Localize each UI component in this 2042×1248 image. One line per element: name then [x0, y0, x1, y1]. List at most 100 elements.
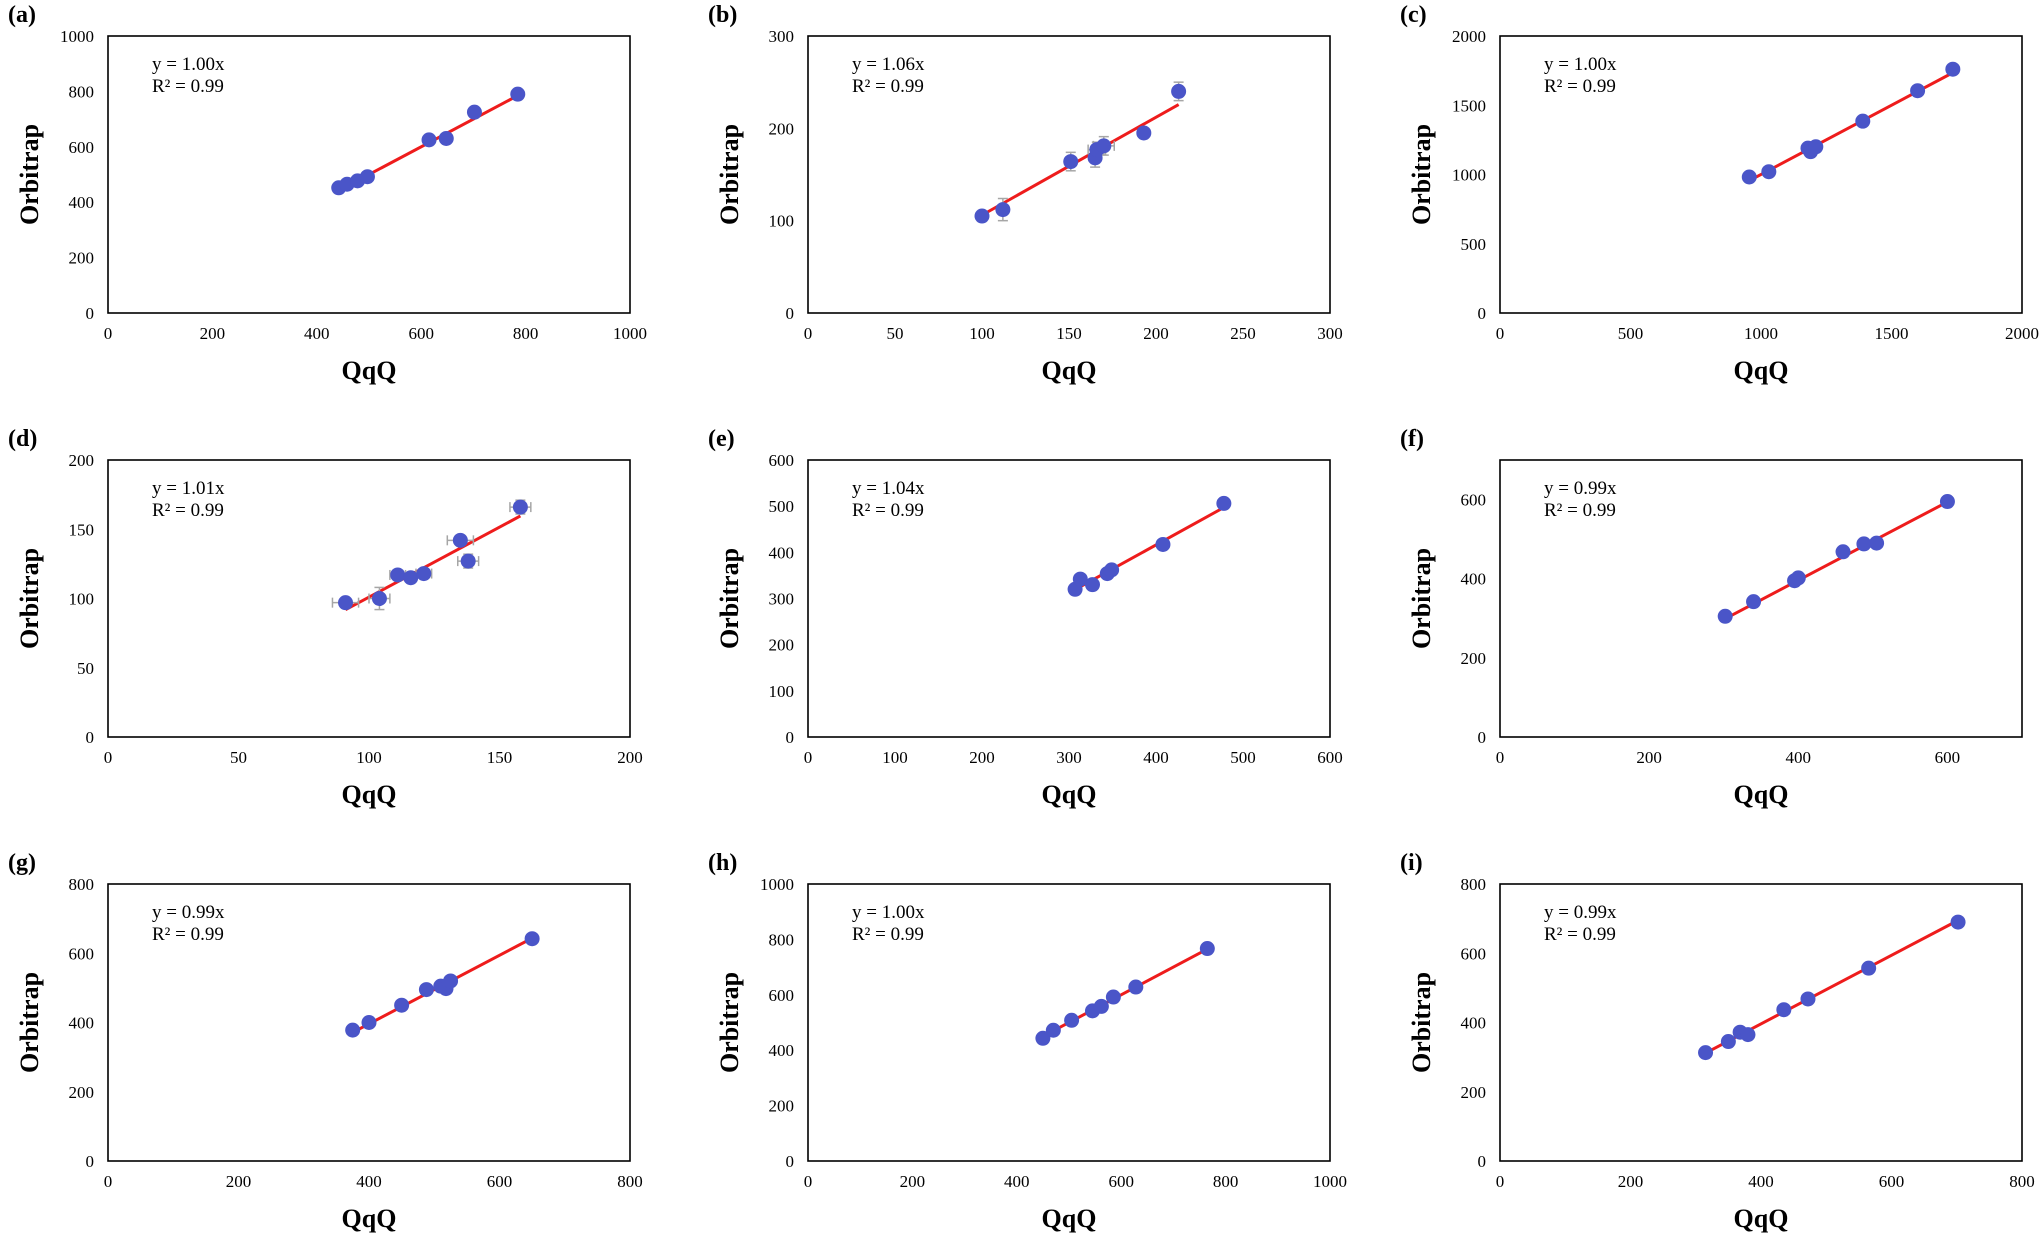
trendline: [1074, 506, 1225, 591]
data-point: [1128, 979, 1144, 995]
data-point: [466, 104, 482, 120]
x-tick-label: 100: [969, 324, 995, 343]
plot-frame: [107, 35, 631, 314]
y-tick-label: 0: [86, 1152, 95, 1171]
y-tick-label: 200: [769, 1097, 795, 1116]
y-tick-label: 0: [86, 304, 95, 323]
x-tick-label: 150: [487, 748, 513, 767]
x-tick-label: 100: [356, 748, 382, 767]
y-axis-title: Orbitrap: [1407, 972, 1436, 1073]
y-tick-label: 600: [1461, 944, 1487, 963]
r-squared-label: R² = 0.99: [852, 924, 924, 945]
x-axis-title: QqQ: [1042, 780, 1097, 809]
data-point: [359, 169, 375, 185]
scatter-chart: 0 200 400 600 800 1000 0 200 400 600 800 1000 QqQ Orb…: [715, 875, 1347, 1233]
data-point: [1835, 544, 1851, 560]
data-point: [452, 532, 468, 548]
y-tick-label: 600: [1461, 491, 1487, 510]
data-point: [443, 973, 459, 989]
x-tick-label: 200: [1618, 1172, 1644, 1191]
plot-frame: [107, 459, 631, 738]
x-tick-label: 400: [1748, 1172, 1774, 1191]
y-tick-label: 0: [786, 304, 795, 323]
data-point: [1761, 164, 1777, 180]
r-squared-label: R² = 0.99: [852, 76, 924, 97]
y-tick-label: 800: [69, 875, 95, 894]
x-tick-label: 50: [230, 748, 247, 767]
x-tick-label: 0: [1496, 1172, 1505, 1191]
data-point: [1869, 535, 1885, 551]
y-tick-label: 0: [786, 1152, 795, 1171]
panel-letter: (f): [1400, 426, 1424, 452]
x-tick-label: 1500: [1875, 324, 1909, 343]
data-point: [1199, 941, 1215, 957]
x-tick-label: 800: [513, 324, 539, 343]
x-tick-label: 600: [487, 1172, 513, 1191]
y-tick-label: 300: [769, 590, 795, 609]
scatter-chart: 0 100 200 300 0 50 100 150 200 250 300 QqQ Orbitrap y…: [715, 27, 1343, 385]
y-axis-title: Orbitrap: [715, 124, 744, 225]
x-tick-label: 0: [804, 748, 813, 767]
y-tick-label: 0: [1478, 1152, 1487, 1171]
plot-frame: [1499, 883, 2023, 1162]
y-tick-label: 800: [1461, 875, 1487, 894]
x-axis-title: QqQ: [1042, 356, 1097, 385]
x-tick-label: 500: [1230, 748, 1256, 767]
y-tick-label: 400: [1461, 570, 1487, 589]
panel-letter: (b): [708, 2, 738, 28]
data-point: [394, 997, 410, 1013]
trendline-equation: y = 1.04x: [852, 478, 925, 499]
x-tick-label: 600: [1935, 748, 1961, 767]
x-tick-label: 0: [104, 748, 113, 767]
trendline-equation: y = 1.06x: [852, 54, 925, 75]
y-tick-label: 400: [769, 1041, 795, 1060]
trendline-equation: y = 1.00x: [852, 902, 925, 923]
data-point: [1945, 61, 1961, 77]
x-tick-label: 300: [1056, 748, 1082, 767]
r-squared-label: R² = 0.99: [852, 500, 924, 521]
x-tick-label: 0: [104, 1172, 113, 1191]
data-point: [512, 499, 528, 515]
x-tick-label: 500: [1618, 324, 1644, 343]
x-tick-label: 250: [1230, 324, 1256, 343]
y-tick-label: 400: [769, 543, 795, 562]
data-point: [438, 130, 454, 146]
data-point: [390, 567, 406, 583]
x-tick-label: 200: [969, 748, 995, 767]
y-tick-label: 100: [769, 682, 795, 701]
x-tick-label: 0: [804, 1172, 813, 1191]
y-tick-label: 500: [1461, 235, 1487, 254]
chart-panel: (e) 0 100 200 300 400 500 600 0 100 200 300 400 500 60…: [700, 424, 1350, 824]
y-tick-label: 600: [769, 451, 795, 470]
y-tick-label: 100: [69, 590, 95, 609]
y-tick-label: 400: [69, 1014, 95, 1033]
data-point: [1861, 960, 1877, 976]
y-tick-label: 200: [1461, 1083, 1487, 1102]
x-tick-label: 1000: [1744, 324, 1778, 343]
data-point: [1800, 991, 1816, 1007]
y-axis-title: Orbitrap: [1407, 124, 1436, 225]
x-axis-title: QqQ: [1734, 1204, 1789, 1233]
y-tick-label: 800: [69, 82, 95, 101]
scatter-chart: 0 100 200 300 400 500 600 0 100 200 300 400 500 600 Qq…: [715, 451, 1343, 809]
x-tick-label: 0: [1496, 748, 1505, 767]
data-point: [345, 1022, 361, 1038]
panel-letter: (g): [8, 850, 36, 876]
x-tick-label: 0: [1496, 324, 1505, 343]
y-tick-label: 50: [77, 659, 94, 678]
data-point: [1808, 139, 1824, 155]
data-point: [1746, 594, 1762, 610]
panel-letter: (c): [1400, 2, 1427, 28]
data-point: [1096, 138, 1112, 154]
x-axis-title: QqQ: [342, 780, 397, 809]
plot-frame: [807, 35, 1331, 314]
panel-letter: (h): [708, 850, 738, 876]
x-tick-label: 300: [1317, 324, 1343, 343]
x-tick-label: 600: [408, 324, 434, 343]
plot-frame: [107, 883, 631, 1162]
trendline: [344, 514, 522, 612]
chart-panel: (g) 0 200 400 600 800 0 200 400 600 800 QqQ Orbitrap…: [0, 848, 650, 1248]
y-tick-label: 200: [69, 1083, 95, 1102]
x-tick-label: 400: [1004, 1172, 1030, 1191]
